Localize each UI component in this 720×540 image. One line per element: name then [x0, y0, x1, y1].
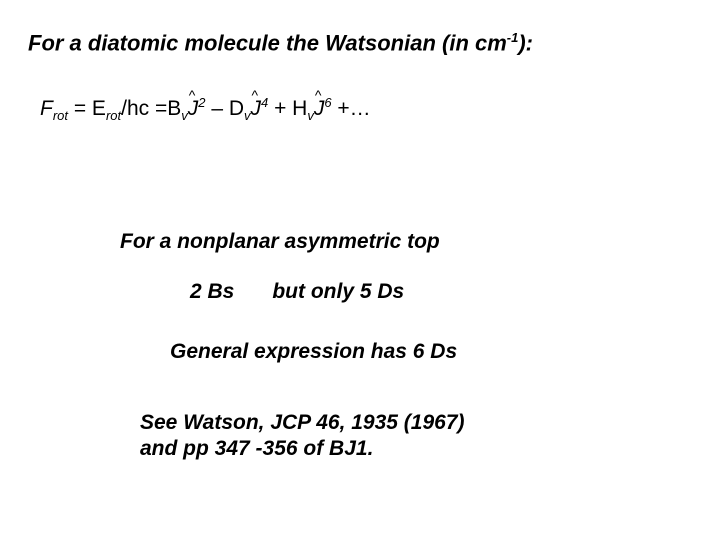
nonplanar-line: For a nonplanar asymmetric top [120, 230, 440, 254]
only-5-ds: but only 5 Ds [272, 280, 404, 303]
hat-icon: ^ [189, 87, 196, 103]
formula-p6: 6 [324, 95, 331, 110]
jhat-3: ^J [314, 97, 325, 121]
jhat-1: ^J [188, 97, 199, 121]
formula-dots: +… [332, 97, 371, 120]
formula-slashhc: /hc =B [121, 97, 181, 120]
formula-plusH: + H [268, 97, 307, 120]
two-bs: 2 Bs [190, 280, 234, 303]
ref-line-1: See Watson, JCP 46, 1935 (1967) [140, 410, 465, 436]
slide-title: For a diatomic molecule the Watsonian (i… [28, 30, 533, 56]
hat-icon: ^ [252, 87, 259, 103]
formula-rot2: rot [106, 108, 121, 123]
title-sup: -1 [507, 30, 519, 45]
general-line: General expression has 6 Ds [170, 340, 457, 364]
formula-rot1: rot [53, 108, 68, 123]
title-post: ): [518, 30, 533, 55]
reference-block: See Watson, JCP 46, 1935 (1967) and pp 3… [140, 410, 465, 463]
bs-ds-line: 2 Bs but only 5 Ds [190, 280, 404, 304]
hat-icon: ^ [315, 87, 322, 103]
formula-line: Frot = Erot/hc =Bv^J2 – Dv^J4 + Hv^J6 +… [40, 95, 371, 123]
formula-eq1: = E [68, 97, 106, 120]
ref-line-2: and pp 347 -356 of BJ1. [140, 436, 465, 462]
formula-minusD: – D [205, 97, 244, 120]
title-pre: For a diatomic molecule the Watsonian (i… [28, 30, 507, 55]
formula-F: F [40, 97, 53, 120]
jhat-2: ^J [251, 97, 262, 121]
